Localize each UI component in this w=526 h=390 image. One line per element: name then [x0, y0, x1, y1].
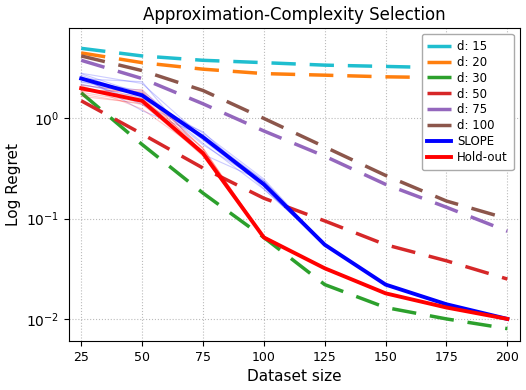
d: 50: (200, 0.025): 50: (200, 0.025)	[504, 277, 511, 281]
d: 15: (75, 3.8): 15: (75, 3.8)	[200, 58, 206, 63]
d: 100: (100, 1): 100: (100, 1)	[261, 116, 267, 121]
d: 100: (150, 0.27): 100: (150, 0.27)	[382, 173, 389, 178]
d: 20: (150, 2.6): 20: (150, 2.6)	[382, 74, 389, 79]
d: 15: (25, 5): 15: (25, 5)	[78, 46, 84, 51]
SLOPE	[382, 282, 389, 287]
Hold-out	[200, 151, 206, 156]
d: 15: (50, 4.2): 15: (50, 4.2)	[139, 53, 145, 58]
d: 50: (175, 0.038): 50: (175, 0.038)	[443, 259, 450, 263]
d: 20: (125, 2.7): 20: (125, 2.7)	[321, 73, 328, 78]
Line: d: 100: d: 100	[81, 56, 508, 219]
SLOPE	[261, 182, 267, 187]
d: 20: (200, 2.5): 20: (200, 2.5)	[504, 76, 511, 81]
Hold-out	[504, 317, 511, 321]
Hold-out	[139, 98, 145, 103]
Y-axis label: Log Regret: Log Regret	[6, 143, 21, 226]
d: 20: (50, 3.6): 20: (50, 3.6)	[139, 60, 145, 65]
Hold-out	[78, 86, 84, 90]
SLOPE	[321, 242, 328, 247]
d: 15: (100, 3.6): 15: (100, 3.6)	[261, 60, 267, 65]
Line: d: 30: d: 30	[81, 93, 508, 329]
d: 100: (50, 3): 100: (50, 3)	[139, 68, 145, 73]
d: 30: (150, 0.013): 30: (150, 0.013)	[382, 305, 389, 310]
d: 15: (200, 3.15): 15: (200, 3.15)	[504, 66, 511, 71]
d: 100: (200, 0.1): 100: (200, 0.1)	[504, 216, 511, 221]
d: 50: (150, 0.055): 50: (150, 0.055)	[382, 242, 389, 247]
d: 15: (175, 3.2): 15: (175, 3.2)	[443, 66, 450, 70]
d: 75: (100, 0.75): 75: (100, 0.75)	[261, 129, 267, 133]
d: 100: (75, 1.9): 100: (75, 1.9)	[200, 88, 206, 93]
Hold-out	[261, 235, 267, 240]
d: 30: (175, 0.01): 30: (175, 0.01)	[443, 317, 450, 321]
SLOPE	[200, 135, 206, 140]
d: 75: (25, 3.8): 75: (25, 3.8)	[78, 58, 84, 63]
SLOPE	[78, 76, 84, 81]
d: 30: (100, 0.065): 30: (100, 0.065)	[261, 235, 267, 240]
Line: d: 20: d: 20	[81, 53, 508, 78]
d: 30: (50, 0.55): 30: (50, 0.55)	[139, 142, 145, 147]
Hold-out	[382, 291, 389, 296]
d: 30: (25, 1.8): 30: (25, 1.8)	[78, 90, 84, 95]
Line: d: 15: d: 15	[81, 48, 508, 69]
SLOPE	[443, 302, 450, 307]
Line: SLOPE: SLOPE	[81, 78, 508, 319]
Title: Approximation-Complexity Selection: Approximation-Complexity Selection	[143, 5, 446, 23]
Legend: d: 15, d: 20, d: 30, d: 50, d: 75, d: 100, SLOPE, Hold-out: d: 15, d: 20, d: 30, d: 50, d: 75, d: 10…	[421, 34, 513, 170]
d: 50: (125, 0.095): 50: (125, 0.095)	[321, 218, 328, 223]
SLOPE	[504, 317, 511, 321]
d: 15: (125, 3.4): 15: (125, 3.4)	[321, 63, 328, 67]
d: 50: (75, 0.32): 50: (75, 0.32)	[200, 166, 206, 170]
d: 20: (75, 3.1): 20: (75, 3.1)	[200, 67, 206, 71]
d: 75: (75, 1.4): 75: (75, 1.4)	[200, 101, 206, 106]
d: 75: (50, 2.5): 75: (50, 2.5)	[139, 76, 145, 81]
d: 75: (125, 0.42): 75: (125, 0.42)	[321, 154, 328, 158]
d: 100: (25, 4.2): 100: (25, 4.2)	[78, 53, 84, 58]
d: 50: (50, 0.7): 50: (50, 0.7)	[139, 131, 145, 136]
d: 15: (150, 3.3): 15: (150, 3.3)	[382, 64, 389, 69]
SLOPE	[139, 93, 145, 98]
d: 30: (125, 0.022): 30: (125, 0.022)	[321, 282, 328, 287]
d: 20: (175, 2.55): 20: (175, 2.55)	[443, 75, 450, 80]
d: 100: (125, 0.52): 100: (125, 0.52)	[321, 145, 328, 149]
Hold-out	[443, 305, 450, 310]
d: 20: (100, 2.8): 20: (100, 2.8)	[261, 71, 267, 76]
d: 75: (175, 0.13): 75: (175, 0.13)	[443, 205, 450, 209]
d: 30: (200, 0.008): 30: (200, 0.008)	[504, 326, 511, 331]
X-axis label: Dataset size: Dataset size	[247, 369, 341, 385]
Hold-out	[321, 266, 328, 271]
Line: d: 50: d: 50	[81, 101, 508, 279]
d: 100: (175, 0.15): 100: (175, 0.15)	[443, 199, 450, 203]
Line: d: 75: d: 75	[81, 60, 508, 231]
d: 75: (200, 0.075): 75: (200, 0.075)	[504, 229, 511, 234]
d: 30: (75, 0.18): 30: (75, 0.18)	[200, 191, 206, 195]
d: 75: (150, 0.22): 75: (150, 0.22)	[382, 182, 389, 187]
d: 50: (100, 0.16): 50: (100, 0.16)	[261, 196, 267, 200]
d: 20: (25, 4.5): 20: (25, 4.5)	[78, 51, 84, 55]
d: 50: (25, 1.5): 50: (25, 1.5)	[78, 98, 84, 103]
Line: Hold-out: Hold-out	[81, 88, 508, 319]
